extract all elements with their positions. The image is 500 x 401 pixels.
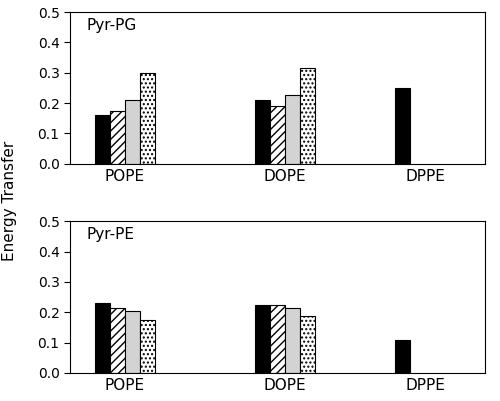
Bar <box>255 305 270 373</box>
Bar <box>395 340 410 373</box>
Bar <box>125 100 140 164</box>
Text: Energy Transfer: Energy Transfer <box>2 140 18 261</box>
Bar <box>110 111 125 164</box>
Bar <box>300 68 315 164</box>
Bar <box>110 308 125 373</box>
Bar <box>95 303 110 373</box>
Bar <box>270 106 285 164</box>
Bar <box>255 100 270 164</box>
Bar <box>270 305 285 373</box>
Bar <box>140 73 155 164</box>
Text: Pyr-PG: Pyr-PG <box>86 18 137 33</box>
Bar <box>140 320 155 373</box>
Text: Pyr-PE: Pyr-PE <box>86 227 134 242</box>
Bar <box>95 115 110 164</box>
Bar <box>300 316 315 373</box>
Bar <box>125 311 140 373</box>
Bar <box>395 88 410 164</box>
Bar <box>285 308 300 373</box>
Bar <box>285 95 300 164</box>
